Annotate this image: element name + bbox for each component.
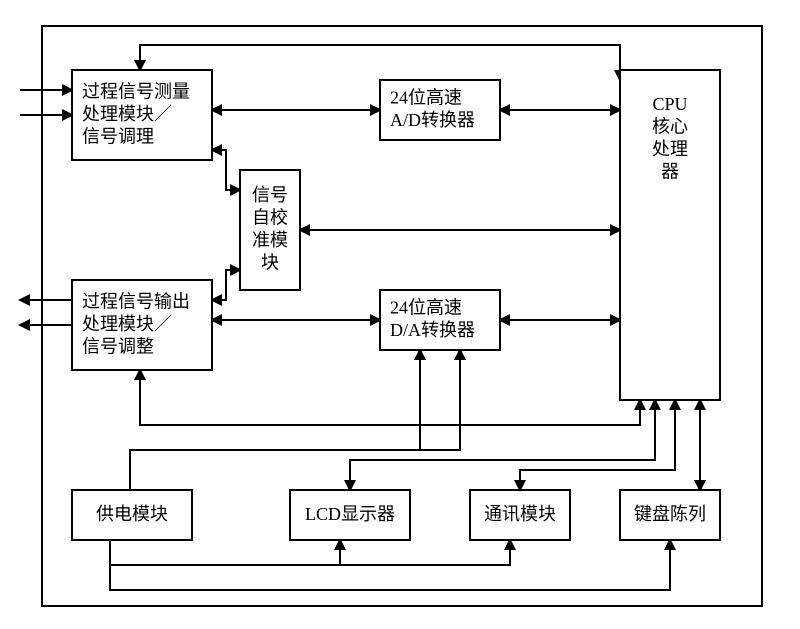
label-power-0: 供电模块: [96, 504, 168, 524]
label-comm-0: 通讯模块: [484, 504, 556, 524]
label-sig_out-1: 处理模块／: [82, 314, 172, 334]
label-adc-0: 24位高速: [390, 88, 462, 108]
label-cal-3: 块: [261, 253, 279, 273]
label-sig_in-0: 过程信号测量: [82, 81, 190, 101]
label-lcd-0: LCD显示器: [305, 504, 395, 524]
label-sig_in-2: 信号调理: [82, 126, 154, 146]
label-sig_out-0: 过程信号输出: [82, 291, 190, 311]
label-cpu-2: 处理: [652, 139, 688, 159]
label-dac-0: 24位高速: [390, 298, 462, 318]
label-cal-1: 自校: [252, 208, 288, 228]
label-cal-0: 信号: [252, 185, 288, 205]
label-sig_in-1: 处理模块／: [82, 104, 172, 124]
label-sig_out-2: 信号调整: [82, 336, 154, 356]
label-cpu-0: CPU: [652, 94, 687, 114]
label-keypad-0: 键盘陈列: [634, 504, 706, 524]
label-cpu-1: 核心: [652, 117, 688, 137]
label-adc-1: A/D转换器: [390, 110, 475, 130]
label-dac-1: D/A转换器: [390, 320, 475, 340]
label-cal-2: 准模: [252, 230, 288, 250]
label-cpu-3: 器: [661, 162, 679, 182]
